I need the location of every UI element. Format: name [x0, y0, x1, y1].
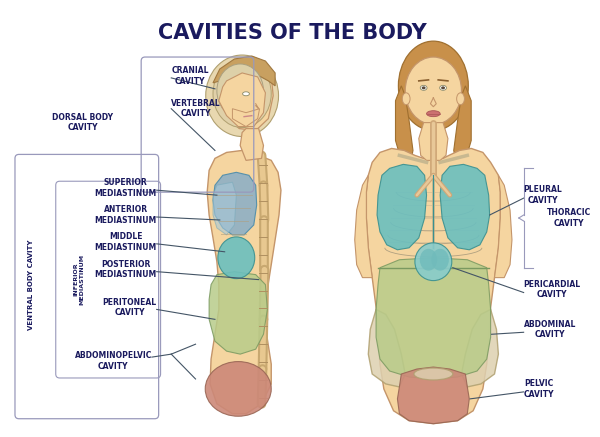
Polygon shape [217, 66, 273, 131]
Polygon shape [377, 164, 427, 250]
Ellipse shape [398, 41, 468, 131]
Text: THORACIC
CAVITY: THORACIC CAVITY [547, 208, 591, 228]
Text: SUPERIOR
MEDIASTINUM: SUPERIOR MEDIASTINUM [94, 178, 157, 198]
Ellipse shape [402, 93, 410, 105]
Polygon shape [213, 56, 275, 86]
Ellipse shape [415, 243, 452, 281]
Polygon shape [454, 86, 471, 170]
Polygon shape [461, 309, 499, 387]
Ellipse shape [205, 361, 271, 416]
Ellipse shape [427, 111, 440, 117]
Text: CAVITIES OF THE BODY: CAVITIES OF THE BODY [158, 23, 427, 43]
Polygon shape [207, 150, 281, 414]
Polygon shape [397, 367, 469, 424]
Text: INFERIOR
MEDIASTINUM: INFERIOR MEDIASTINUM [74, 254, 85, 305]
Text: ANTERIOR
MEDIASTINUM: ANTERIOR MEDIASTINUM [94, 205, 157, 225]
Ellipse shape [218, 237, 255, 279]
Ellipse shape [224, 99, 232, 111]
Text: PERICARDIAL
CAVITY: PERICARDIAL CAVITY [524, 280, 581, 299]
Ellipse shape [441, 87, 445, 89]
Text: ABDOMINOPELVIC
CAVITY: ABDOMINOPELVIC CAVITY [74, 351, 152, 371]
Polygon shape [376, 258, 491, 379]
Ellipse shape [217, 64, 263, 118]
Polygon shape [419, 123, 448, 160]
Polygon shape [232, 109, 260, 127]
Polygon shape [494, 175, 512, 277]
Polygon shape [213, 172, 257, 235]
Polygon shape [240, 128, 263, 160]
Text: VENTRAL BODY CAVITY: VENTRAL BODY CAVITY [28, 239, 34, 330]
Text: PELVIC
CAVITY: PELVIC CAVITY [524, 379, 554, 399]
Text: ABDOMINAL
CAVITY: ABDOMINAL CAVITY [524, 319, 576, 339]
Ellipse shape [420, 85, 427, 90]
Text: PLEURAL
CAVITY: PLEURAL CAVITY [524, 185, 562, 205]
Polygon shape [213, 182, 236, 235]
Ellipse shape [440, 85, 446, 90]
Polygon shape [219, 73, 265, 127]
Text: VERTEBRAL
CAVITY: VERTEBRAL CAVITY [171, 99, 221, 118]
Text: MIDDLE
MEDIASTINUM: MIDDLE MEDIASTINUM [94, 232, 157, 252]
Polygon shape [440, 164, 490, 250]
Polygon shape [367, 149, 500, 424]
Polygon shape [368, 309, 405, 387]
Ellipse shape [431, 249, 449, 271]
Ellipse shape [457, 93, 464, 105]
Polygon shape [355, 175, 372, 277]
Ellipse shape [206, 55, 278, 136]
Ellipse shape [213, 60, 271, 128]
Text: CRANIAL
CAVITY: CRANIAL CAVITY [171, 66, 209, 86]
Text: PERITONEAL
CAVITY: PERITONEAL CAVITY [103, 298, 157, 317]
Ellipse shape [405, 57, 461, 125]
Ellipse shape [422, 87, 425, 89]
Text: DORSAL BODY
CAVITY: DORSAL BODY CAVITY [52, 113, 113, 132]
Text: POSTERIOR
MEDIASTINUM: POSTERIOR MEDIASTINUM [94, 260, 157, 279]
Ellipse shape [414, 368, 453, 380]
Polygon shape [395, 86, 413, 170]
Polygon shape [209, 272, 268, 354]
Ellipse shape [242, 92, 250, 96]
Ellipse shape [420, 249, 437, 271]
